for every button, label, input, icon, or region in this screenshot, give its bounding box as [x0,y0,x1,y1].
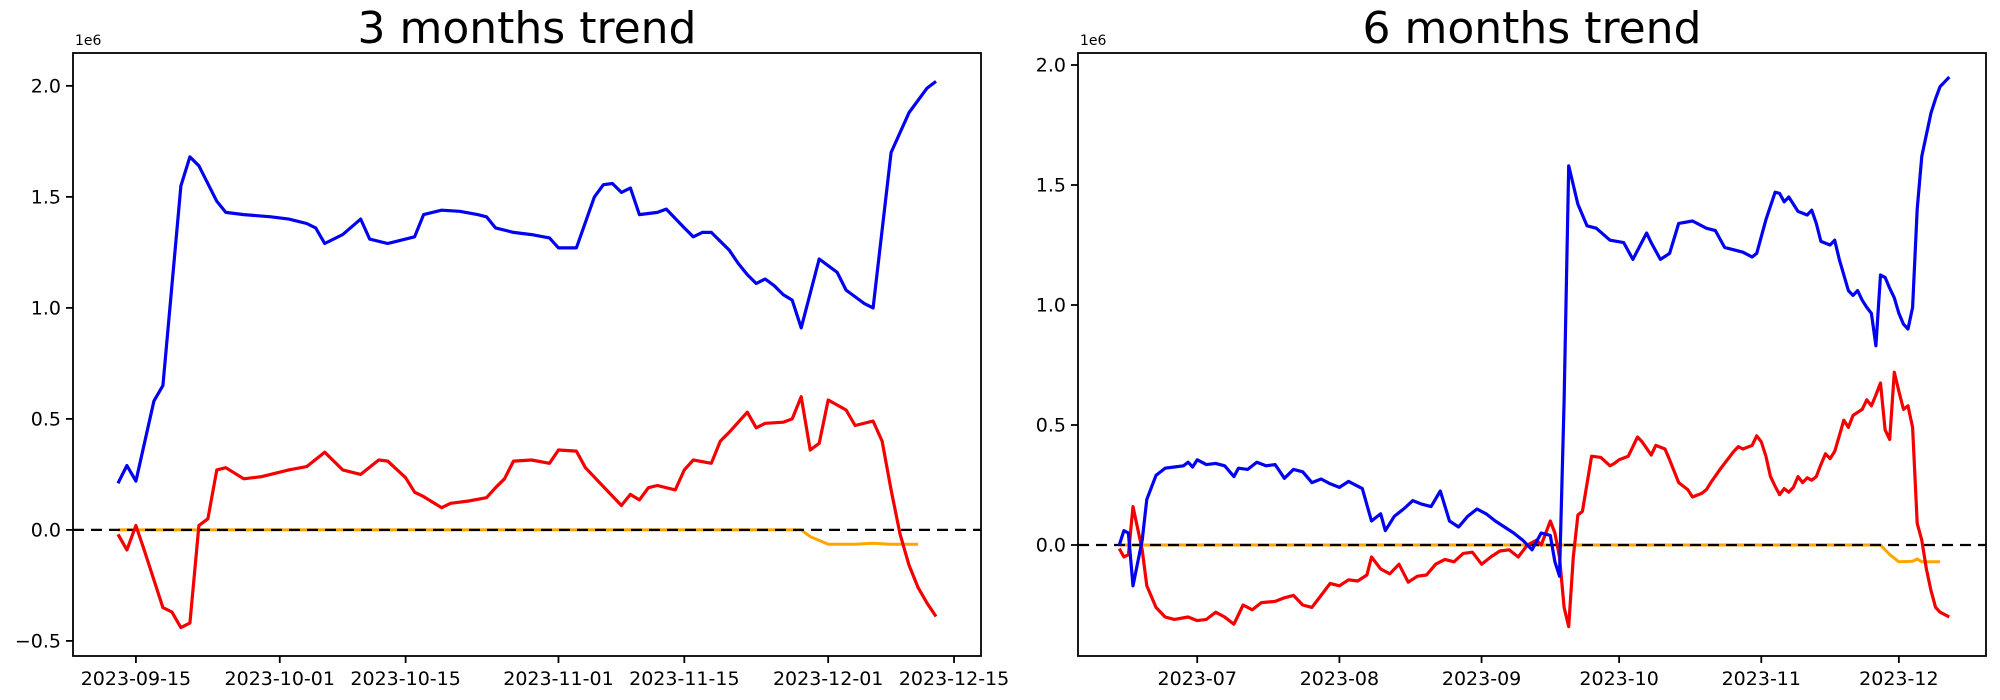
y-tick-label: 0.5 [1036,415,1066,437]
x-tick-label: 2023-12-01 [773,668,883,690]
chart-title-3-months: 3 months trend [358,3,697,54]
axes-spines-6-months [1077,52,1987,657]
x-tick-label: 2023-09-15 [81,668,191,690]
x-tick-label: 2023-11-15 [629,668,739,690]
chart-title-6-months: 6 months trend [1363,3,1702,54]
x-tick-label: 2023-07 [1158,668,1237,690]
x-tick-label: 2023-09 [1442,668,1521,690]
y-tick-label: 2.0 [1036,55,1066,77]
x-tick-label: 2023-10 [1579,668,1658,690]
y-tick-label: 0.0 [31,519,61,541]
y-tick-label: 1.5 [1036,175,1066,197]
series-blue-line-6-months [1117,75,1951,588]
y-tick-label: 2.0 [31,75,61,97]
plot-area-6-months [1078,53,1986,656]
plot-area-3-months [73,53,981,656]
series-red-line-3-months [116,395,938,630]
y-tick-label: 1.0 [1036,295,1066,317]
y-tick-label: 1.0 [31,297,61,319]
x-tick-label: 2023-11 [1722,668,1801,690]
x-tick-label: 2023-12 [1859,668,1938,690]
y-tick-label: −0.5 [15,630,61,652]
x-tick-label: 2023-10-01 [225,668,335,690]
x-tick-label: 2023-12-15 [899,668,1009,690]
chart-6-months: 2023-07 2023-08 2023-09 2023-10 2023-11 2023-… [1036,3,1987,690]
chart-3-months: 2023-09-15 2023-10-01 2023-10-15 2023-11-01… [15,3,1009,690]
y-tick-label: 0.0 [1036,535,1066,557]
x-tick-label: 2023-11-01 [503,668,613,690]
y-tick-label: 0.5 [31,408,61,430]
y-axis-offset-label: 1e6 [1080,33,1107,49]
x-tick-label: 2023-10-15 [350,668,460,690]
series-orange-line-6-months [1119,543,1941,564]
x-tick-label: 2023-08 [1300,668,1379,690]
y-tick-label: 1.5 [31,186,61,208]
axes-spines-3-months [72,52,982,657]
y-axis-offset-label: 1e6 [75,33,102,49]
series-blue-line-3-months [116,80,937,485]
series-red-line-6-months [1117,370,1951,629]
series-orange-line-3-months [118,528,919,546]
